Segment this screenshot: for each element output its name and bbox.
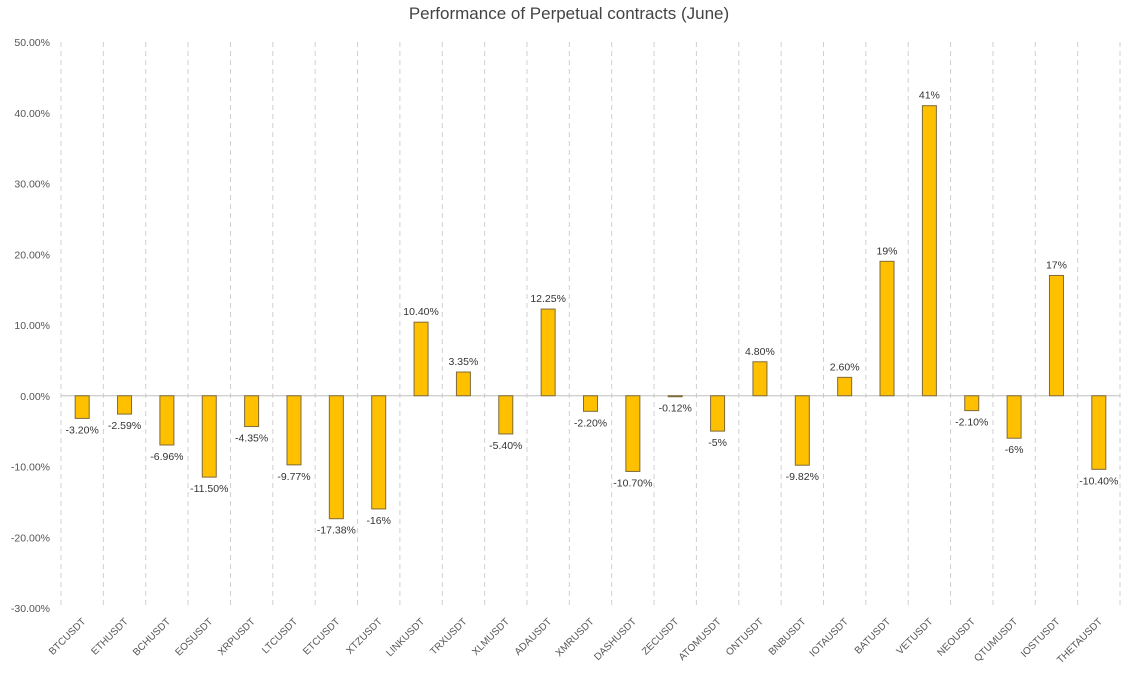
x-tick-label: VETUSDT: [895, 616, 936, 657]
data-label: -10.40%: [1079, 475, 1118, 487]
data-label: 12.25%: [530, 293, 566, 305]
bar-xlmusdt: [498, 395, 514, 435]
data-label: -10.70%: [613, 477, 652, 489]
data-label: -2.20%: [574, 417, 607, 429]
y-tick-label: 40.00%: [14, 108, 50, 120]
data-label: -9.82%: [786, 471, 819, 483]
x-tick-label: ZECUSDT: [640, 616, 681, 657]
bar-iostusdt: [1048, 274, 1064, 397]
y-tick-label: -30.00%: [11, 603, 50, 615]
data-label: -11.50%: [190, 483, 228, 495]
bar-trxusdt: [455, 371, 471, 397]
bar-thetausdt: [1091, 395, 1107, 470]
y-tick-label: 20.00%: [14, 249, 50, 261]
data-label: -16%: [366, 515, 391, 527]
bar-xrpusdt: [244, 395, 260, 428]
x-tick-label: XTZUSDT: [344, 616, 384, 656]
x-tick-label: ATOMUSDT: [677, 616, 724, 663]
data-label: -2.10%: [955, 417, 988, 429]
bar-adausdt: [540, 308, 556, 397]
x-tick-label: ETHUSDT: [89, 616, 130, 657]
y-tick-label: 30.00%: [14, 179, 50, 191]
bar-neousdt: [964, 395, 980, 412]
data-label: -4.35%: [235, 433, 268, 445]
x-tick-label: QTUMUSDT: [972, 616, 1020, 664]
data-label: -9.77%: [277, 471, 310, 483]
data-label: 17%: [1046, 259, 1067, 271]
bar-vetusdt: [921, 105, 937, 397]
x-tick-label: IOTAUSDT: [808, 616, 851, 659]
bar-batusdt: [879, 260, 895, 397]
data-label: -6.96%: [150, 451, 183, 463]
data-label: -5.40%: [489, 440, 522, 452]
y-tick-label: 50.00%: [14, 37, 50, 49]
x-tick-label: DASHUSDT: [592, 616, 639, 663]
data-label: -0.12%: [659, 403, 692, 415]
x-tick-label: BCHUSDT: [131, 616, 173, 658]
bar-bnbusdt: [794, 395, 810, 466]
data-label: -2.59%: [108, 420, 141, 432]
chart-title: Performance of Perpetual contracts (June…: [408, 4, 730, 23]
bar-iotausdt: [837, 376, 853, 397]
x-tick-label: EOSUSDT: [173, 616, 215, 658]
x-tick-label: BNBUSDT: [767, 616, 809, 658]
data-label: -5%: [708, 437, 727, 449]
bar-ethusdt: [117, 395, 133, 415]
bar-ltcusdt: [286, 395, 302, 466]
x-tick-label: BTCUSDT: [47, 616, 88, 657]
y-tick-label: 0.00%: [20, 391, 50, 403]
bar-etcusdt: [328, 395, 344, 520]
data-label: 4.80%: [745, 346, 775, 358]
y-tick-label: -10.00%: [11, 462, 50, 474]
data-label: 10.40%: [403, 306, 439, 318]
x-tick-label: XMRUSDT: [554, 616, 597, 659]
data-label: -3.20%: [66, 424, 99, 436]
bar-xmrusdt: [583, 395, 598, 412]
x-tick-label: XLMUSDT: [470, 616, 512, 658]
x-tick-label: TRXUSDT: [428, 616, 469, 657]
bar-bchusdt: [159, 395, 175, 446]
bar-ontusdt: [752, 361, 768, 397]
x-tick-label: NEOUSDT: [936, 616, 978, 658]
x-tick-label: LTCUSDT: [260, 616, 300, 656]
y-tick-label: -20.00%: [11, 532, 50, 544]
bar-dashusdt: [625, 395, 641, 472]
bar-eosusdt: [201, 395, 217, 478]
x-tick-label: IOSTUSDT: [1019, 616, 1063, 660]
bar-atomusdt: [710, 395, 726, 432]
data-label: 2.60%: [830, 361, 860, 373]
data-label: -17.38%: [317, 525, 356, 537]
data-label: 19%: [877, 245, 898, 257]
data-label: 41%: [919, 90, 940, 102]
x-tick-label: BATUSDT: [853, 616, 893, 656]
bar-btcusdt: [74, 395, 90, 419]
data-label: 3.35%: [449, 356, 479, 368]
bar-linkusdt: [413, 321, 429, 397]
x-tick-label: LINKUSDT: [384, 616, 427, 659]
x-tick-label: ETCUSDT: [301, 616, 342, 657]
x-tick-label: THETAUSDT: [1055, 616, 1105, 666]
x-tick-label: XRPUSDT: [216, 616, 258, 658]
data-label: -6%: [1005, 444, 1024, 456]
bar-zecusdt: [667, 395, 683, 398]
y-tick-label: 10.00%: [14, 320, 50, 332]
x-tick-label: ADAUSDT: [513, 616, 555, 658]
x-tick-label: ONTUSDT: [724, 616, 766, 658]
bar-qtumusdt: [1006, 395, 1022, 439]
bar-xtzusdt: [371, 395, 387, 510]
